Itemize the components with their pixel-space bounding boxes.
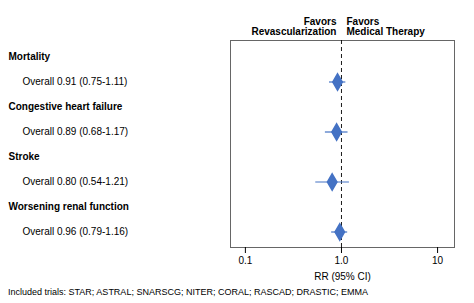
svg-text:FavorsRevascularization: FavorsRevascularization <box>251 16 336 37</box>
svg-text:Congestive heart failure: Congestive heart failure <box>9 101 123 112</box>
svg-text:Overall 0.80 (0.54-1.21): Overall 0.80 (0.54-1.21) <box>23 176 129 187</box>
svg-text:Overall 0.91 (0.75-1.11): Overall 0.91 (0.75-1.11) <box>23 76 128 87</box>
svg-text:1.0: 1.0 <box>335 255 349 266</box>
html-text:Included trials: STAR; ASTRAL;: Included trials: STAR; ASTRAL; SNARSCG; … <box>8 287 368 297</box>
svg-text:FavorsMedical Therapy: FavorsMedical Therapy <box>346 16 425 37</box>
svg-text:RR (95% CI): RR (95% CI) <box>314 271 371 282</box>
svg-text:Overall 0.89 (0.68-1.17): Overall 0.89 (0.68-1.17) <box>23 126 129 137</box>
svg-text:10: 10 <box>432 255 444 266</box>
svg-text:Worsening renal function: Worsening renal function <box>9 201 129 212</box>
svg-text:Stroke: Stroke <box>9 151 41 162</box>
svg-text:Mortality: Mortality <box>9 51 51 62</box>
svg-text:Overall 0.96 (0.79-1.16): Overall 0.96 (0.79-1.16) <box>23 226 129 237</box>
svg-text:0.1: 0.1 <box>238 255 252 266</box>
